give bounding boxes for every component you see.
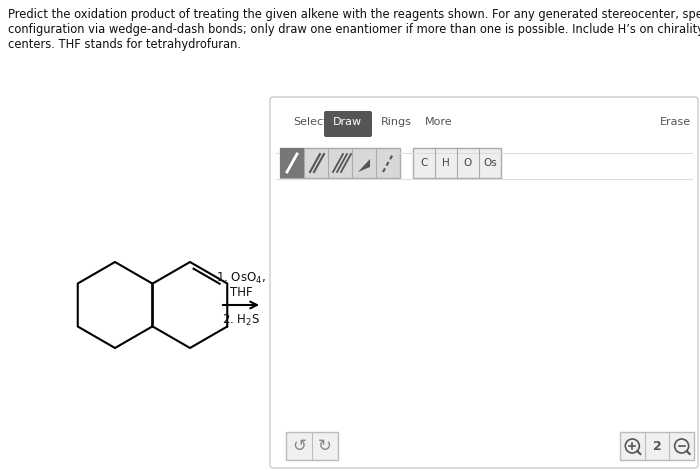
Bar xyxy=(620,432,694,460)
Text: Predict the oxidation product of treating the given alkene with the reagents sho: Predict the oxidation product of treatin… xyxy=(8,8,700,21)
Text: centers. THF stands for tetrahydrofuran.: centers. THF stands for tetrahydrofuran. xyxy=(8,38,241,51)
Bar xyxy=(413,148,501,178)
Text: Draw: Draw xyxy=(333,117,362,127)
Text: ↺: ↺ xyxy=(292,437,306,455)
FancyBboxPatch shape xyxy=(270,97,698,468)
Text: 1. OsO$_4$,: 1. OsO$_4$, xyxy=(216,270,266,285)
Text: 2: 2 xyxy=(652,439,662,453)
Text: C: C xyxy=(420,158,428,168)
Text: Select: Select xyxy=(293,117,328,127)
Text: 2. H$_2$S: 2. H$_2$S xyxy=(222,312,260,327)
FancyBboxPatch shape xyxy=(324,111,372,137)
Bar xyxy=(280,148,304,178)
Text: configuration via wedge-and-dash bonds; only draw one enantiomer if more than on: configuration via wedge-and-dash bonds; … xyxy=(8,23,700,36)
Bar xyxy=(286,432,338,460)
Text: ↻: ↻ xyxy=(318,437,332,455)
Text: More: More xyxy=(425,117,453,127)
Text: Rings: Rings xyxy=(381,117,412,127)
Text: H: H xyxy=(442,158,450,168)
Polygon shape xyxy=(358,159,370,172)
Bar xyxy=(280,148,400,178)
Text: Os: Os xyxy=(483,158,497,168)
Text: O: O xyxy=(464,158,472,168)
Text: THF: THF xyxy=(230,286,252,300)
Text: Erase: Erase xyxy=(660,117,691,127)
